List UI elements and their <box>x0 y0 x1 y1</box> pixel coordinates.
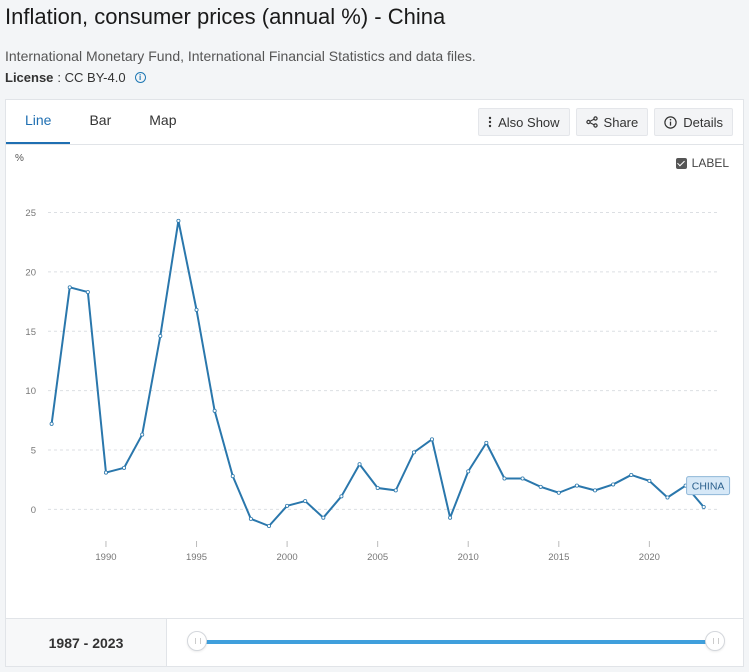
data-point <box>611 482 616 487</box>
data-point <box>285 503 290 508</box>
details-button[interactable]: Details <box>654 108 733 136</box>
data-point <box>103 470 108 475</box>
data-point <box>212 408 217 413</box>
data-point <box>230 474 235 479</box>
x-tick-label: 2010 <box>458 552 479 563</box>
data-point <box>701 504 706 509</box>
also-show-label: Also Show <box>498 114 560 130</box>
y-tick-label: 10 <box>25 386 36 397</box>
y-tick-label: 15 <box>25 327 36 338</box>
data-point <box>85 290 90 295</box>
data-point <box>411 450 416 455</box>
source-text: International Monetary Fund, Internation… <box>5 48 476 64</box>
data-point <box>194 307 199 312</box>
x-tick-label: 2020 <box>639 552 660 563</box>
data-point <box>502 476 507 481</box>
x-tick-label: 1995 <box>186 552 207 563</box>
x-tick-label: 1990 <box>95 552 116 563</box>
toolbar: Also Show Share Details <box>478 108 733 136</box>
data-point <box>556 490 561 495</box>
data-point <box>140 432 145 437</box>
data-point <box>158 333 163 338</box>
share-label: Share <box>603 114 639 130</box>
range-slider-start-handle[interactable] <box>187 631 207 651</box>
more-vertical-icon <box>488 116 492 128</box>
tab-bar[interactable]: Bar <box>89 112 112 128</box>
range-slider-end-handle[interactable] <box>705 631 725 651</box>
tab-map[interactable]: Map <box>149 112 177 128</box>
series-label-text: CHINA <box>692 481 725 493</box>
data-point <box>665 495 670 500</box>
series-line <box>50 219 705 527</box>
data-point <box>466 469 471 474</box>
data-point <box>303 499 308 504</box>
data-point <box>629 472 634 477</box>
data-point <box>122 465 127 470</box>
x-tick-label: 2005 <box>367 552 388 563</box>
y-tick-label: 20 <box>25 267 36 278</box>
share-button[interactable]: Share <box>575 108 649 136</box>
x-tick-label: 2015 <box>548 552 569 563</box>
data-point <box>321 515 326 520</box>
y-tick-label: 0 <box>31 505 36 516</box>
series-label-box <box>686 476 731 496</box>
label-toggle-text: LABEL <box>691 156 729 170</box>
chart-card: Line Bar Map Also Show Share <box>5 99 744 667</box>
info-icon[interactable]: i <box>134 72 146 83</box>
page-title: Inflation, consumer prices (annual %) - … <box>5 4 446 29</box>
data-point <box>339 494 344 499</box>
chart-tabs: Line Bar Map <box>6 100 196 144</box>
info-circle-icon <box>664 115 677 129</box>
data-point <box>647 478 652 483</box>
data-point <box>266 523 271 528</box>
data-point <box>248 516 253 521</box>
data-point <box>484 440 489 445</box>
data-point <box>375 485 380 490</box>
range-bar: 1987 - 2023 <box>6 618 743 666</box>
data-point <box>448 515 453 520</box>
range-label: 1987 - 2023 <box>6 619 167 666</box>
data-point <box>574 483 579 488</box>
license-line: License : CC BY-4.0 i <box>5 70 146 85</box>
data-point <box>49 421 54 426</box>
share-icon <box>585 116 598 128</box>
data-point <box>176 218 181 223</box>
data-point <box>520 476 525 481</box>
details-label: Details <box>683 114 723 130</box>
data-point <box>538 484 543 489</box>
y-tick-label: 25 <box>25 208 36 219</box>
data-point <box>429 437 434 442</box>
license-value: : CC BY-4.0 <box>57 70 126 85</box>
y-axis-label: % <box>15 153 24 164</box>
x-tick-label: 2000 <box>277 552 298 563</box>
data-point <box>357 462 362 467</box>
data-point <box>593 488 598 493</box>
tabs-divider <box>6 144 743 145</box>
range-slider-track[interactable] <box>198 640 712 644</box>
also-show-button[interactable]: Also Show <box>478 108 570 136</box>
tab-line[interactable]: Line <box>6 100 71 144</box>
label-toggle[interactable]: LABEL <box>675 156 729 170</box>
line-chart: % 0 5 10 15 20 25 1990 1995 2000 2005 2010 2015 2020 C… <box>15 153 731 563</box>
series-label: CHINA <box>686 476 731 496</box>
data-point <box>393 488 398 493</box>
label-checkbox[interactable] <box>675 157 687 169</box>
data-point <box>67 285 72 290</box>
y-tick-label: 5 <box>31 446 36 457</box>
license-label: License <box>5 70 54 85</box>
